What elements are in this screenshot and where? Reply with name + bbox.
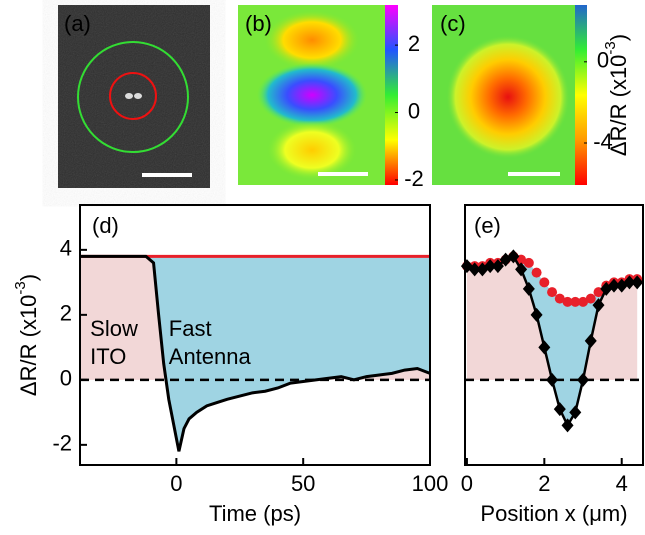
data-point bbox=[531, 267, 542, 278]
scale-bar bbox=[508, 172, 560, 176]
panel-c bbox=[432, 5, 575, 185]
data-point bbox=[631, 275, 644, 290]
x-tick-label: 0 bbox=[461, 471, 473, 496]
annotation: Antenna bbox=[169, 344, 252, 369]
x-tick-label: 4 bbox=[616, 471, 628, 496]
panel-label: (a) bbox=[64, 11, 91, 36]
data-point bbox=[522, 281, 535, 296]
colorbar-tick-label: 0 bbox=[408, 98, 420, 123]
data-point bbox=[561, 418, 574, 433]
data-point bbox=[468, 262, 481, 277]
scale-bar bbox=[318, 172, 368, 176]
data-point bbox=[491, 259, 504, 274]
fill-area bbox=[466, 256, 638, 380]
data-point bbox=[530, 307, 543, 322]
scale-bar bbox=[142, 173, 192, 177]
data-point bbox=[592, 298, 605, 313]
data-point bbox=[562, 296, 573, 307]
label-text: ΔR/R (x10 bbox=[16, 295, 41, 397]
label-end: ) bbox=[16, 274, 41, 281]
noise bbox=[58, 5, 210, 188]
x-tick-label: 50 bbox=[291, 471, 315, 496]
annotation: Fast bbox=[169, 316, 212, 341]
y-tick-label: 0 bbox=[60, 366, 72, 391]
antenna bbox=[125, 93, 133, 99]
data-point bbox=[523, 257, 534, 268]
data-point bbox=[484, 259, 497, 274]
colorbar-tick-label: -2 bbox=[404, 166, 424, 191]
panel-a bbox=[58, 5, 210, 188]
panel-label: (e) bbox=[474, 213, 501, 238]
data-point bbox=[585, 293, 596, 304]
data-point bbox=[570, 296, 581, 307]
data-point bbox=[546, 372, 559, 387]
data-point bbox=[547, 287, 558, 298]
annotation: Slow bbox=[90, 316, 138, 341]
y-tick-label: -2 bbox=[52, 431, 72, 456]
data-point bbox=[584, 333, 597, 348]
panel-label: (d) bbox=[92, 213, 119, 238]
outer-circle bbox=[77, 41, 189, 153]
colorbar-tick-label: -4 bbox=[593, 129, 613, 154]
series-line bbox=[80, 254, 431, 452]
heatmap-lobe bbox=[257, 63, 367, 127]
data-point bbox=[515, 262, 528, 277]
x-tick-label: 0 bbox=[170, 471, 182, 496]
heatmap-lobe bbox=[267, 120, 357, 180]
x-axis-label: Time (ps) bbox=[209, 501, 301, 526]
panel-label: (b) bbox=[245, 11, 272, 36]
fill-area bbox=[80, 256, 430, 380]
colorbar-tick-label: 0 bbox=[597, 48, 609, 73]
plot-frame bbox=[79, 204, 431, 466]
data-point bbox=[507, 249, 520, 264]
x-tick-label: 2 bbox=[538, 471, 550, 496]
x-tick-label: 100 bbox=[412, 471, 449, 496]
heatmap-spot bbox=[446, 35, 570, 159]
label-text: ΔR/R (x10 bbox=[606, 55, 631, 157]
antenna bbox=[134, 93, 142, 99]
annotation: ITO bbox=[90, 344, 126, 369]
label-end: ) bbox=[606, 34, 631, 41]
fill-area bbox=[80, 256, 430, 452]
data-point bbox=[553, 402, 566, 417]
colorbar bbox=[575, 5, 587, 185]
data-point bbox=[554, 293, 565, 304]
axis-label: ΔR/R (x10-3) bbox=[602, 34, 631, 156]
y-tick-label: 2 bbox=[60, 301, 72, 326]
panel-b bbox=[238, 5, 385, 185]
colorbar-tick-label: 2 bbox=[408, 31, 420, 56]
inner-circle bbox=[109, 72, 157, 120]
heatmap-lobe bbox=[264, 10, 360, 70]
label-exponent: -3 bbox=[12, 281, 29, 294]
data-point bbox=[607, 278, 620, 293]
data-point bbox=[569, 405, 582, 420]
data-point bbox=[538, 340, 551, 355]
data-point bbox=[539, 277, 550, 288]
axis-label: ΔR/R (x10-3) bbox=[12, 274, 41, 396]
data-point bbox=[578, 296, 589, 307]
y-tick-label: 4 bbox=[60, 236, 72, 261]
colorbar bbox=[385, 5, 398, 185]
data-point bbox=[577, 372, 590, 387]
label-exponent: -3 bbox=[602, 41, 619, 54]
x-axis-label: Position x (μm) bbox=[480, 501, 627, 526]
panel-label: (c) bbox=[440, 11, 466, 36]
plot-frame bbox=[464, 204, 644, 466]
data-point bbox=[623, 275, 636, 290]
